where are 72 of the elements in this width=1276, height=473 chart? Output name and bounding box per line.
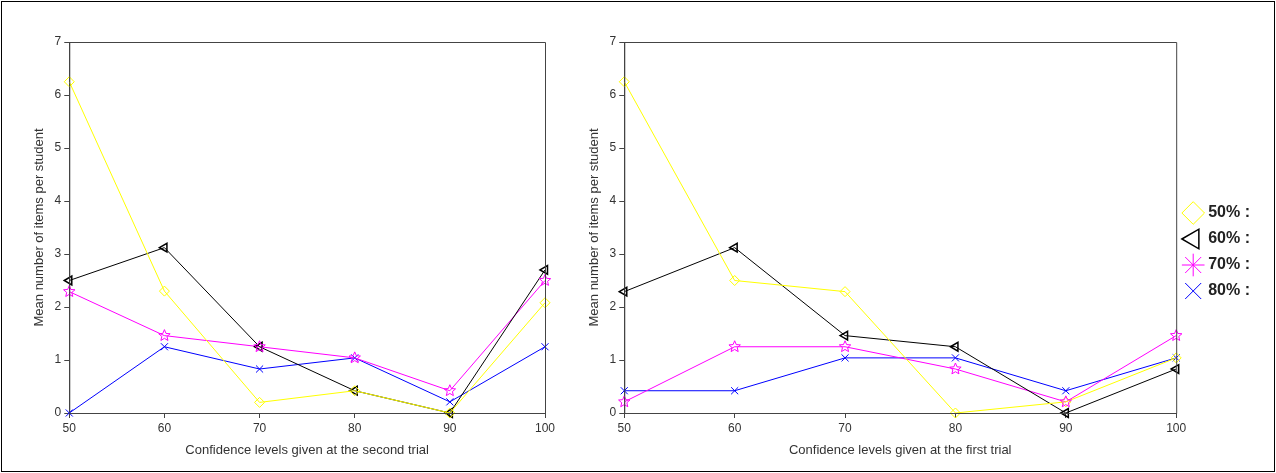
y-tick-label: 2: [54, 299, 62, 314]
y-tick-label: 5: [609, 140, 617, 155]
point: [728, 340, 741, 353]
y-tick-label: 2: [609, 299, 617, 314]
x-tick-label: 100: [534, 420, 556, 435]
point: [158, 329, 171, 341]
point: [728, 242, 738, 253]
point: [949, 341, 959, 352]
point: [620, 386, 629, 395]
y-tick-label: 3: [609, 246, 617, 261]
y-tick-label: 4: [54, 193, 62, 208]
x-tick-label: 80: [348, 420, 362, 435]
point: [729, 275, 741, 286]
y-tick-label: 6: [54, 87, 62, 102]
point: [254, 396, 266, 408]
point: [255, 364, 264, 374]
point: [618, 286, 628, 297]
y-tick-label: 7: [609, 34, 617, 49]
y-tick-label: 5: [54, 140, 62, 155]
point: [538, 274, 552, 286]
point: [1170, 329, 1183, 341]
x-tick-label: 50: [617, 420, 632, 435]
x-axis-title: Confidence levels given at the first trial: [788, 441, 1012, 457]
legend-label: 80% :: [1208, 281, 1250, 299]
point: [65, 408, 74, 418]
x-tick-label: 60: [157, 420, 172, 435]
x-tick-label: 100: [1166, 420, 1187, 435]
point: [1061, 386, 1070, 395]
x-tick-label: 50: [62, 420, 77, 435]
x-tick-label: 80: [948, 420, 963, 435]
point: [63, 76, 75, 88]
y-tick-label: 0: [54, 405, 62, 420]
point: [1060, 407, 1070, 419]
point: [540, 342, 550, 351]
point: [63, 285, 76, 297]
point: [949, 362, 962, 375]
x-tick-label: 60: [727, 420, 742, 435]
point: [618, 76, 630, 88]
y-tick-label: 3: [54, 246, 62, 261]
x-tick-label: 90: [1059, 420, 1073, 435]
point: [838, 340, 852, 353]
x-tick-label: 70: [252, 420, 267, 435]
y-tick-label: 4: [609, 193, 617, 208]
y-tick-label: 1: [54, 352, 62, 367]
point: [539, 297, 551, 309]
point: [445, 397, 454, 406]
point: [839, 286, 851, 298]
y-tick-label: 6: [609, 87, 617, 102]
x-tick-label: 70: [838, 420, 853, 435]
y-axis-title: Mean number of items per student: [31, 128, 47, 327]
point: [160, 342, 169, 351]
legend-label: 60% :: [1208, 229, 1250, 247]
point: [158, 242, 168, 253]
x-axis-title: Confidence levels given at the second trial: [185, 441, 430, 457]
legend-label: 70% :: [1208, 255, 1250, 273]
y-tick-label: 0: [609, 405, 617, 420]
point: [951, 353, 960, 362]
point: [539, 264, 549, 275]
point: [839, 330, 849, 341]
point: [1170, 363, 1180, 375]
point: [63, 275, 73, 286]
point: [443, 384, 457, 397]
y-axis-title: Mean number of items per student: [586, 128, 602, 327]
point: [949, 407, 961, 419]
legend-label: 50% :: [1208, 203, 1250, 221]
point: [841, 353, 850, 362]
x-tick-label: 90: [443, 420, 457, 435]
point: [730, 386, 739, 395]
point: [618, 395, 631, 408]
y-tick-label: 7: [54, 34, 62, 49]
y-tick-label: 1: [609, 352, 617, 367]
point: [158, 285, 170, 297]
